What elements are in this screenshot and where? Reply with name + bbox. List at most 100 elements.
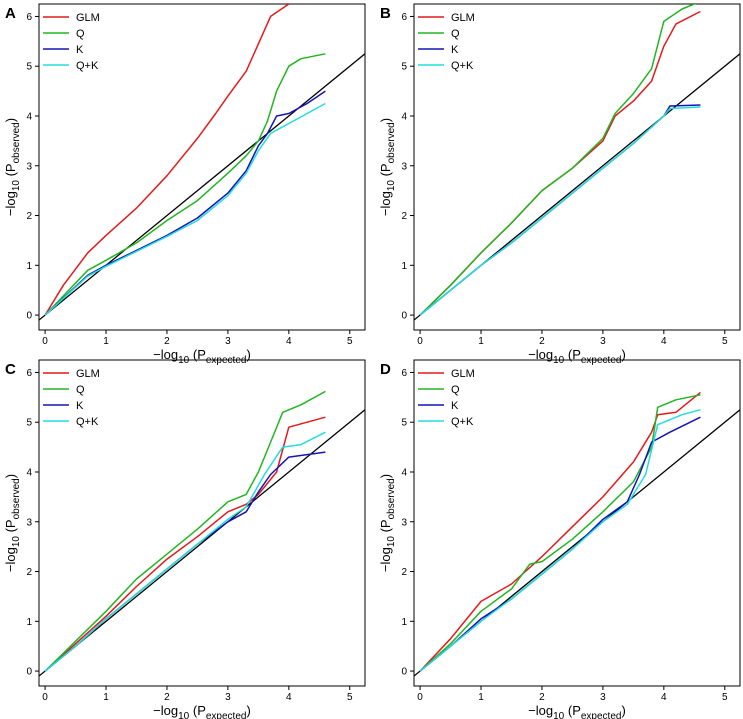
y-tick-label: 0: [401, 667, 407, 678]
x-tick-label: 0: [42, 692, 48, 703]
x-tick-label: 2: [164, 336, 170, 347]
x-tick-label: 0: [417, 692, 423, 703]
x-tick-label: 3: [600, 336, 606, 347]
x-tick-label: 1: [103, 336, 109, 347]
y-tick-label: 3: [26, 517, 32, 528]
x-tick-label: 3: [600, 692, 606, 703]
panel-label: A: [5, 5, 16, 22]
legend-entry: GLM: [451, 12, 475, 24]
y-tick-label: 3: [401, 161, 407, 172]
series-line-q: [44, 390, 326, 672]
y-tick-label: 6: [26, 12, 32, 23]
legend-entry: GLM: [76, 368, 100, 380]
series-line-q: [419, 4, 697, 316]
legend: GLM QK Q+K: [418, 368, 475, 428]
series-line-q-plus-k: [419, 409, 701, 672]
legend-entry: K: [451, 44, 459, 56]
legend-entry: K: [451, 400, 459, 412]
y-tick-label: 1: [401, 261, 407, 272]
y-tick-label: 4: [401, 467, 407, 478]
x-tick-label: 0: [417, 336, 423, 347]
legend-entry: Q: [451, 28, 460, 40]
panel-label: C: [5, 361, 16, 378]
series-line-k: [419, 416, 701, 672]
legend-entry: K: [76, 44, 84, 56]
legend-entry: Q+K: [76, 416, 99, 428]
x-tick-label: 1: [478, 336, 484, 347]
series-line-glm: [44, 4, 290, 316]
y-tick-label: 0: [401, 311, 407, 322]
y-tick-label: 6: [26, 368, 32, 379]
y-tick-label: 1: [26, 261, 32, 272]
y-tick-label: 5: [401, 62, 407, 73]
y-axis-label: −log10 (Pobserved): [3, 118, 22, 216]
y-axis-label: −log10 (Pobserved): [378, 118, 397, 216]
y-tick-label: 2: [26, 567, 32, 578]
y-tick-label: 6: [401, 12, 407, 23]
y-tick-label: 3: [401, 517, 407, 528]
y-tick-label: 6: [401, 368, 407, 379]
y-tick-label: 1: [401, 617, 407, 628]
x-axis-label: −log10 (Pexpected): [153, 703, 251, 719]
series-line-k: [419, 104, 701, 316]
x-tick-label: 4: [661, 692, 667, 703]
plot-frame: [413, 359, 741, 687]
y-tick-label: 5: [401, 418, 407, 429]
x-tick-label: 5: [722, 336, 728, 347]
legend-entry: K: [76, 400, 84, 412]
x-tick-label: 3: [225, 336, 231, 347]
x-tick-label: 4: [286, 692, 292, 703]
x-tick-label: 3: [225, 692, 231, 703]
x-tick-label: 1: [103, 692, 109, 703]
y-tick-label: 4: [26, 467, 32, 478]
series-line-glm: [44, 416, 326, 672]
x-tick-label: 2: [164, 692, 170, 703]
legend-entry: GLM: [451, 368, 475, 380]
reference-diagonal-line: [39, 53, 365, 321]
x-tick-label: 1: [478, 692, 484, 703]
legend-entry: Q+K: [451, 416, 474, 428]
panel-b: B 0 1 2 3 4 5 0 1 2 3 4 5 6 −log10 (Pexpected) −log10 (…: [378, 3, 741, 366]
series-line-glm: [419, 391, 701, 672]
panel-a: A 0 1 2 3 4 5 0 1 2 3 4 5 6 −log10 (Pexpected) −log10 (…: [3, 3, 366, 366]
y-tick-label: 4: [26, 111, 32, 122]
legend-entry: Q: [76, 384, 85, 396]
series-line-q: [419, 394, 701, 672]
y-tick-label: 2: [401, 567, 407, 578]
y-tick-label: 4: [401, 111, 407, 122]
x-axis-label: −log10 (Pexpected): [153, 347, 251, 366]
series-line-k: [44, 90, 326, 316]
series-line-q-plus-k: [44, 431, 326, 672]
panel-d: D 0 1 2 3 4 5 0 1 2 3 4 5 6 −log10 (Pexpected) −log10 (…: [378, 359, 741, 719]
legend: GLM QK Q+K: [43, 12, 100, 72]
x-tick-label: 5: [347, 336, 353, 347]
legend-entry: Q+K: [451, 60, 474, 72]
x-tick-label: 5: [347, 692, 353, 703]
x-tick-label: 2: [539, 336, 545, 347]
series-line-k: [44, 451, 326, 672]
y-tick-label: 5: [26, 62, 32, 73]
plot-frame: [413, 3, 741, 331]
y-tick-label: 3: [26, 161, 32, 172]
y-tick-label: 5: [26, 418, 32, 429]
x-tick-label: 4: [661, 336, 667, 347]
x-tick-label: 5: [722, 692, 728, 703]
series-line-q-plus-k: [44, 102, 326, 316]
panel-label: D: [380, 361, 391, 378]
x-axis-label: −log10 (Pexpected): [528, 347, 626, 366]
legend: GLM QK Q+K: [418, 12, 475, 72]
y-tick-label: 0: [26, 667, 32, 678]
series-line-glm: [419, 10, 701, 316]
legend-entry: Q: [76, 28, 85, 40]
plot-frame: [38, 3, 366, 331]
y-tick-label: 2: [26, 211, 32, 222]
panel-label: B: [380, 5, 391, 22]
series-line-q-plus-k: [419, 106, 701, 316]
x-tick-label: 2: [539, 692, 545, 703]
plot-frame: [38, 359, 366, 687]
legend-entry: Q+K: [76, 60, 99, 72]
x-axis-label: −log10 (Pexpected): [528, 703, 626, 719]
y-tick-label: 2: [401, 211, 407, 222]
legend-entry: Q: [451, 384, 460, 396]
